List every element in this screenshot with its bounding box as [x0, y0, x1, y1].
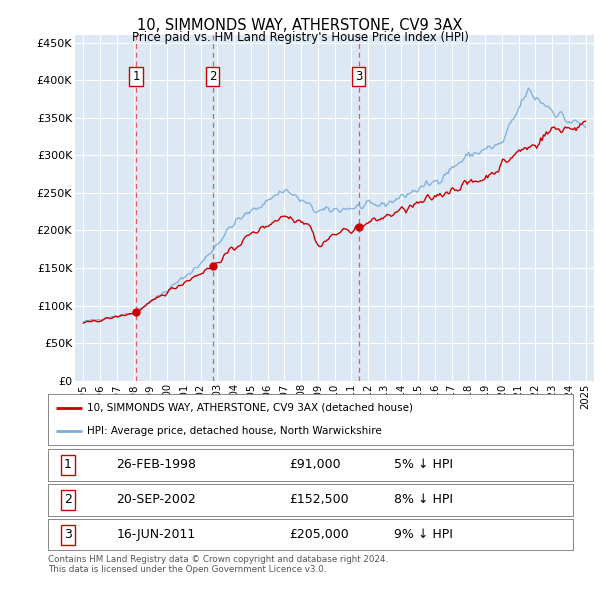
- Text: 3: 3: [64, 528, 72, 541]
- Text: 5% ↓ HPI: 5% ↓ HPI: [395, 458, 454, 471]
- Text: 8% ↓ HPI: 8% ↓ HPI: [395, 493, 454, 506]
- Text: 20-SEP-2002: 20-SEP-2002: [116, 493, 196, 506]
- Text: £91,000: £91,000: [290, 458, 341, 471]
- Text: 10, SIMMONDS WAY, ATHERSTONE, CV9 3AX (detached house): 10, SIMMONDS WAY, ATHERSTONE, CV9 3AX (d…: [88, 402, 413, 412]
- Text: Price paid vs. HM Land Registry's House Price Index (HPI): Price paid vs. HM Land Registry's House …: [131, 31, 469, 44]
- Text: 9% ↓ HPI: 9% ↓ HPI: [395, 528, 454, 541]
- Text: 1: 1: [64, 458, 72, 471]
- Text: 26-FEB-1998: 26-FEB-1998: [116, 458, 196, 471]
- Text: £152,500: £152,500: [290, 493, 349, 506]
- Text: £205,000: £205,000: [290, 528, 349, 541]
- Text: 2: 2: [209, 70, 217, 83]
- Text: HPI: Average price, detached house, North Warwickshire: HPI: Average price, detached house, Nort…: [88, 427, 382, 437]
- Text: 3: 3: [355, 70, 362, 83]
- Text: 10, SIMMONDS WAY, ATHERSTONE, CV9 3AX: 10, SIMMONDS WAY, ATHERSTONE, CV9 3AX: [137, 18, 463, 32]
- Text: 1: 1: [133, 70, 140, 83]
- Text: 2: 2: [64, 493, 72, 506]
- Text: 16-JUN-2011: 16-JUN-2011: [116, 528, 196, 541]
- Text: Contains HM Land Registry data © Crown copyright and database right 2024.
This d: Contains HM Land Registry data © Crown c…: [48, 555, 388, 574]
